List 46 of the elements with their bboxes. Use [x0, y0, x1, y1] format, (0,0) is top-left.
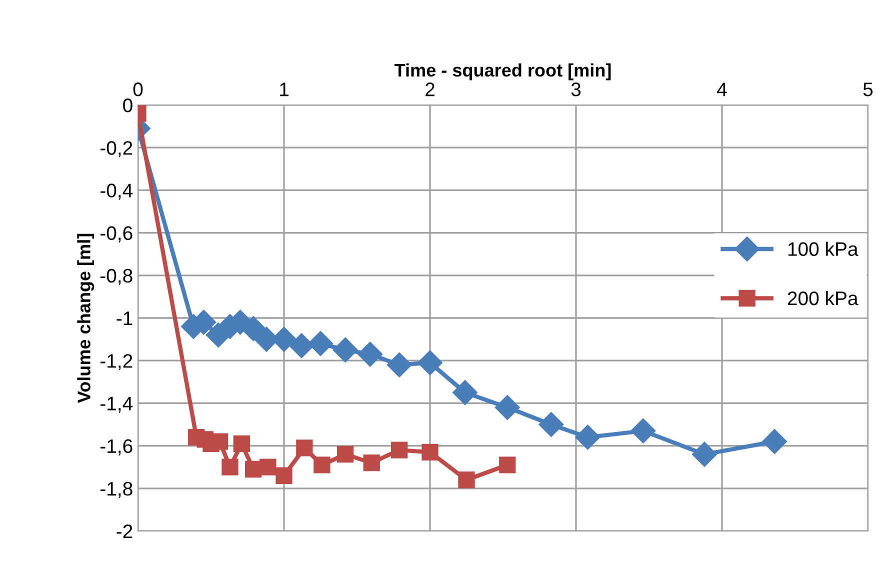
x-tick-label: 4	[717, 82, 727, 96]
point	[308, 331, 333, 356]
y-tick-label: -0,6	[100, 226, 132, 242]
point	[452, 380, 478, 406]
y-tick-label: -0,2	[100, 141, 132, 158]
y-tick-label: -0,4	[100, 184, 133, 200]
y-tick-label: -1,6	[100, 439, 132, 456]
x-tick-label: 1	[280, 82, 288, 96]
y-tick-label: -2	[116, 524, 132, 538]
x-tick-label: 0	[133, 82, 143, 96]
point	[358, 342, 383, 367]
x-tick-label: 5	[863, 82, 873, 96]
point	[499, 456, 516, 474]
point	[363, 454, 380, 472]
x-axis-title: Time - squared root [min]	[394, 63, 611, 80]
point	[233, 435, 250, 452]
y-tick-label: -0,8	[100, 268, 132, 285]
point	[314, 456, 330, 474]
point	[538, 412, 564, 437]
point	[296, 440, 313, 456]
y-tick-label: -1,2	[100, 354, 132, 370]
point	[494, 394, 520, 420]
y-tick-label: 0	[123, 98, 132, 112]
point	[222, 458, 238, 476]
legend-label: 200 kPa	[788, 290, 858, 306]
point	[692, 442, 717, 467]
point	[418, 350, 442, 376]
y-axis-title: Volume change [ml]	[77, 234, 94, 403]
point	[276, 467, 292, 484]
y-tick-label: -1,8	[100, 482, 132, 498]
x-tick-label: 2	[426, 82, 434, 96]
point	[332, 337, 358, 362]
point	[630, 418, 656, 444]
point	[762, 429, 788, 454]
legend-label: 100 kPa	[788, 242, 858, 256]
x-tick-label: 3	[571, 82, 581, 96]
point	[289, 333, 314, 358]
point	[575, 424, 600, 450]
y-tick-label: -1	[116, 312, 132, 326]
y-tick-label: -1,4	[100, 396, 133, 413]
point	[336, 446, 354, 463]
point	[422, 444, 438, 461]
point	[260, 458, 276, 476]
point	[391, 442, 408, 458]
point	[386, 352, 412, 378]
point	[458, 472, 475, 488]
